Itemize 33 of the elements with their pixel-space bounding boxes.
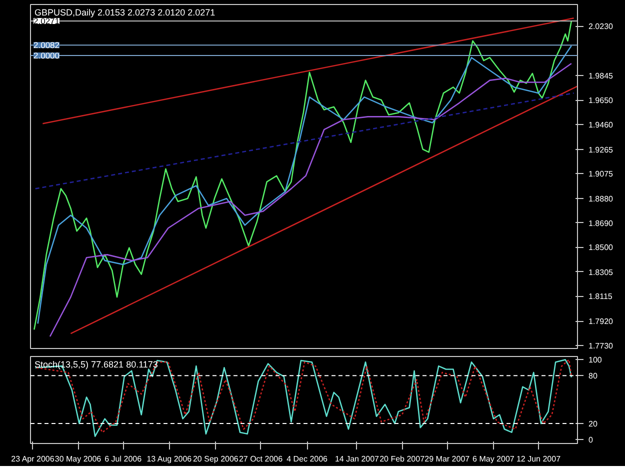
y-tick-label: 1.7920 (588, 317, 614, 326)
x-tick-label: 27 Oct 2006 (238, 454, 284, 464)
y-tick-label: 1.8500 (588, 243, 614, 252)
ref-line-label: 2.0082 (34, 40, 60, 50)
x-tick-label: 20 Sep 2006 (192, 454, 239, 464)
x-tick-label: 4 Dec 2006 (286, 454, 328, 464)
y-tick-label: 1.8115 (588, 292, 613, 302)
y-tick-label: 1.8690 (588, 218, 614, 228)
chart-title: GBPUSD,Daily 2.0153 2.0273 2.0120 2.0271 (34, 8, 216, 18)
ref-line-label: 2.0271 (34, 16, 60, 26)
x-tick-label: 30 May 2006 (54, 454, 102, 464)
y-tick-label: 20 (588, 420, 598, 429)
x-tick-label: 6 Jul 2006 (104, 454, 142, 464)
ref-line-label: 2.0000 (34, 50, 60, 61)
y-tick-label: 2.0230 (588, 22, 614, 32)
y-tick-label: 0 (588, 436, 594, 445)
x-tick-label: 29 Mar 2007 (424, 454, 470, 464)
y-tick-label: 1.9845 (588, 71, 614, 80)
x-tick-label: 20 Feb 2007 (380, 454, 426, 464)
x-tick-label: 14 Jan 2007 (334, 454, 380, 464)
y-tick-label: 80 (588, 372, 598, 381)
x-tick-label: 6 May 2007 (472, 454, 515, 464)
y-tick-label: 1.9650 (588, 96, 614, 106)
y-tick-label: 1.9075 (588, 170, 614, 179)
y-tick-label: 1.7730 (588, 341, 614, 350)
x-tick-label: 13 Aug 2006 (146, 454, 192, 464)
x-tick-label: 12 Jun 2007 (516, 454, 562, 464)
y-tick-label: 1.8305 (588, 268, 614, 277)
y-tick-label: 100 (588, 356, 602, 365)
x-tick-label: 23 Apr 2006 (11, 454, 55, 464)
y-tick-label: 1.8880 (588, 194, 614, 204)
y-tick-label: 1.9460 (588, 120, 614, 130)
y-tick-label: 1.9265 (588, 145, 614, 154)
